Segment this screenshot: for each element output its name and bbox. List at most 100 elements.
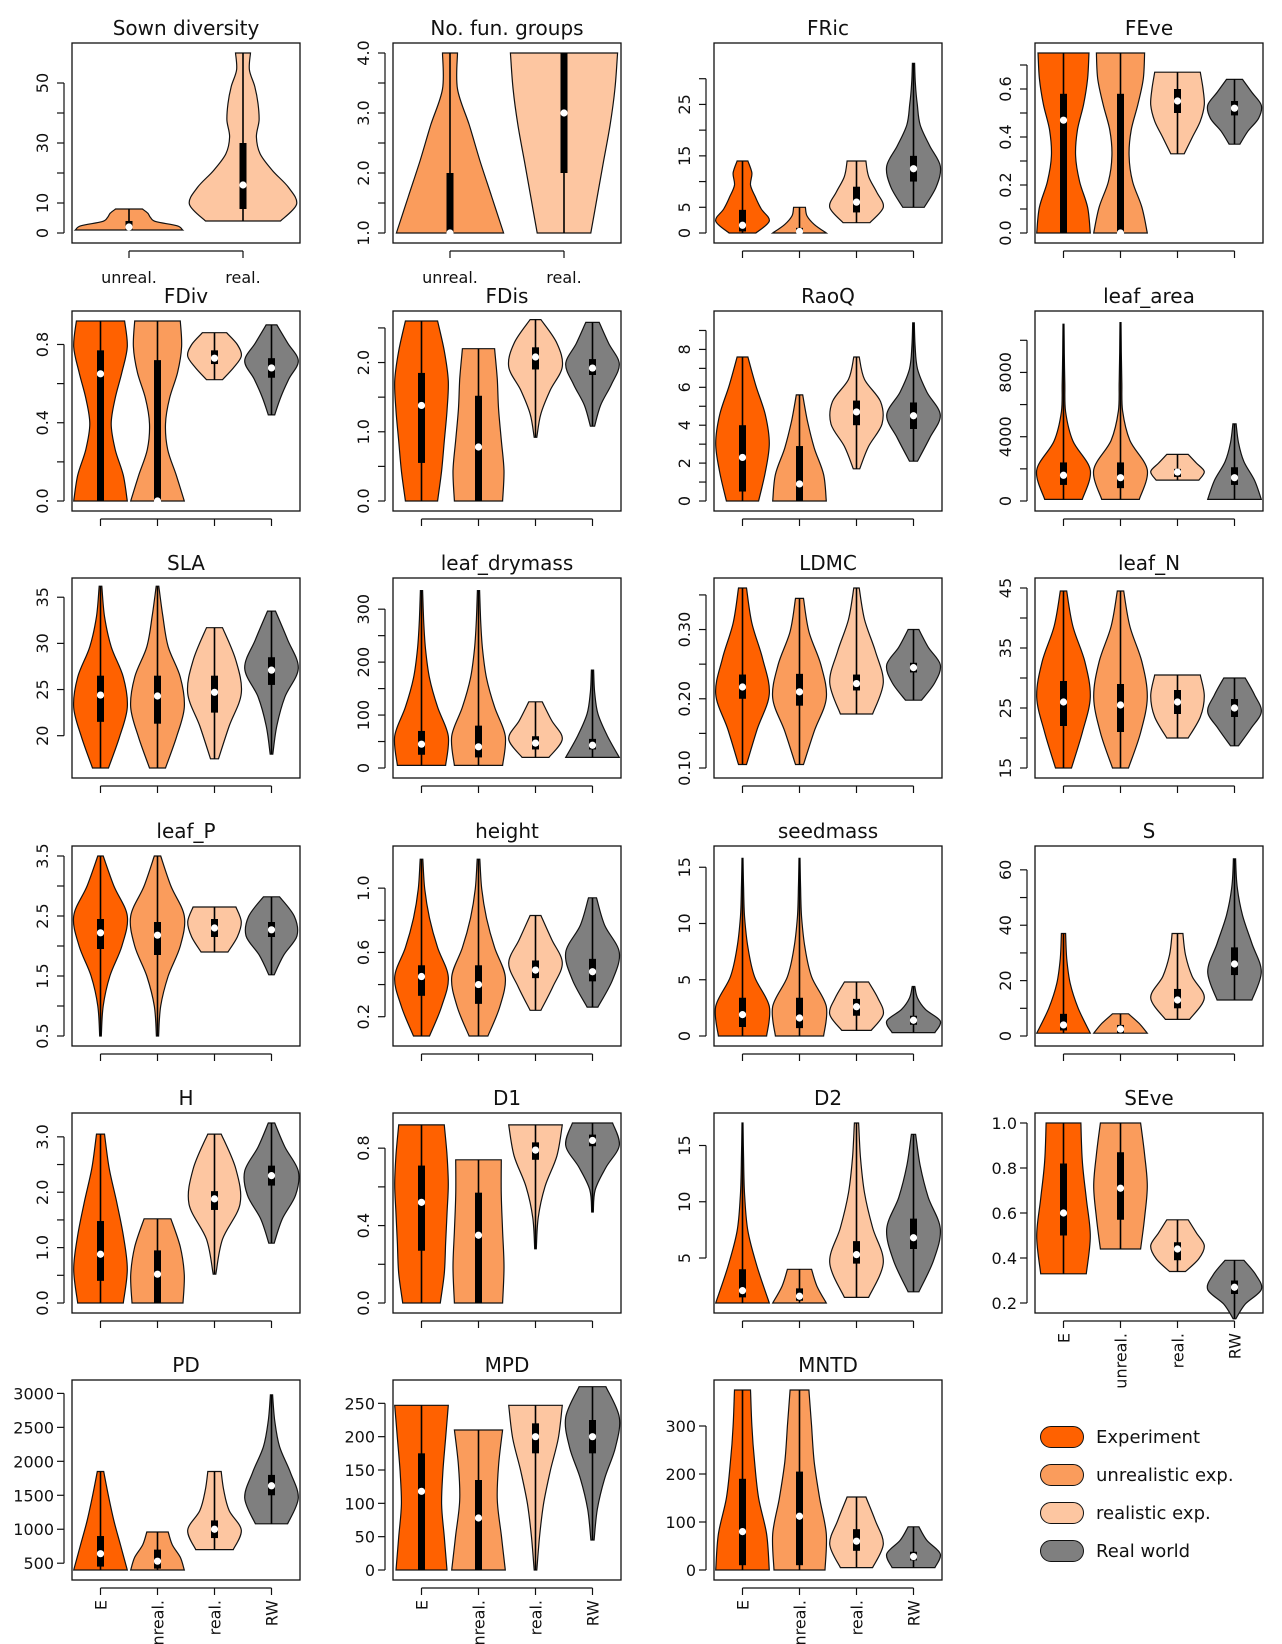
iqr-box — [475, 725, 482, 758]
y-tick-label: 10 — [33, 193, 52, 213]
violin-e — [715, 160, 770, 234]
y-tick-label: 35 — [33, 587, 52, 607]
iqr-box — [796, 446, 803, 501]
panel-title: leaf_area — [1103, 284, 1195, 308]
panel-title: No. fun. groups — [430, 16, 583, 40]
violin-e — [1036, 590, 1091, 769]
y-tick-label: 0 — [686, 1561, 696, 1580]
panel-title: leaf_N — [1118, 551, 1180, 575]
median-point — [125, 223, 133, 231]
median-point — [795, 1512, 804, 1520]
median-point — [1059, 116, 1068, 124]
y-tick-label: 3000 — [13, 1384, 54, 1403]
panel-s: S 0 20 40 60 — [996, 819, 1264, 1061]
legend-swatch-real-world — [1040, 1540, 1084, 1562]
legend-label-unrealistic: unrealistic exp. — [1096, 1464, 1234, 1486]
violin-e — [715, 587, 770, 766]
violin-real — [187, 906, 242, 953]
median-point — [239, 181, 247, 189]
y-tick-label: 20 — [996, 970, 1015, 990]
plot-frame — [713, 1379, 943, 1581]
legend-swatch-unrealistic — [1040, 1464, 1084, 1486]
violin-unreal — [129, 1531, 186, 1571]
y-tick-label: 200 — [354, 647, 373, 678]
median-point — [909, 1016, 918, 1024]
violin-rw — [1206, 1259, 1263, 1320]
y-tick-label: 50 — [33, 73, 52, 93]
y-tick-label: 100 — [354, 700, 373, 731]
panel-h: H 0.0 1.0 2.0 3.0 — [33, 1086, 301, 1328]
median-point — [738, 453, 747, 462]
median-point — [1059, 1209, 1068, 1217]
median-point — [795, 688, 804, 696]
median-point — [909, 412, 918, 420]
y-tick-label: 0.2 — [996, 172, 1015, 197]
y-tick-label: 0.20 — [675, 681, 694, 717]
iqr-box — [910, 1218, 917, 1249]
y-tick-label: 0.0 — [33, 488, 52, 513]
y-tick-label: 15 — [675, 1135, 694, 1155]
violin-unreal — [771, 1268, 828, 1304]
violin-rw — [564, 669, 621, 758]
iqr-box — [154, 675, 161, 724]
panel-title: SLA — [167, 551, 205, 575]
y-tick-label: 0.30 — [675, 612, 694, 648]
y-tick-label: 15 — [675, 857, 694, 877]
violin-e — [1035, 932, 1092, 1034]
median-point — [96, 691, 105, 699]
y-tick-label: 2500 — [13, 1418, 54, 1437]
median-point — [738, 1011, 747, 1019]
panel-leaf-area: leaf_area 0 4000 8000 — [996, 284, 1264, 526]
violin-rw — [886, 322, 941, 462]
legend-swatch-experiment — [1040, 1426, 1084, 1448]
iqr-box — [475, 1192, 482, 1303]
median-point — [1059, 1021, 1068, 1029]
iqr-box — [739, 209, 746, 232]
violin-rw — [1206, 78, 1263, 145]
y-tick-label: 0 — [675, 228, 694, 238]
y-tick-label: 35 — [996, 638, 1015, 658]
panel-title: leaf_P — [156, 819, 215, 843]
median-point — [96, 370, 105, 378]
panel-d2: D2 5 10 15 — [675, 1086, 943, 1328]
median-point — [588, 968, 597, 976]
legend-label-realistic: realistic exp. — [1096, 1502, 1211, 1524]
violin-e — [394, 1124, 449, 1304]
panel-seve: SEve 0.2 0.4 0.6 0.8 1.0 E unreal. real. RW — [992, 1086, 1264, 1389]
median-point — [446, 229, 454, 237]
plot-frame — [1034, 577, 1264, 779]
median-point — [852, 408, 861, 416]
panel-title: seedmass — [778, 819, 878, 843]
violin-unreal — [771, 1389, 828, 1571]
x-tick-label: unreal. — [149, 1600, 168, 1644]
median-point — [531, 966, 540, 974]
panel-title: FDiv — [164, 284, 208, 308]
panel-seedmass: seedmass 0 5 10 15 — [675, 819, 943, 1061]
y-tick-label: 0.0 — [33, 1290, 52, 1315]
plot-frame — [71, 1112, 301, 1314]
plot-frame — [713, 845, 943, 1047]
y-tick-label: 8000 — [996, 352, 1015, 393]
violin-real — [187, 1470, 242, 1551]
panel-pd: PD 500 1000 1500 2000 2500 3000 E unreal. real. RW — [13, 1353, 301, 1644]
plot-frame — [71, 310, 301, 512]
plot-frame — [1034, 310, 1264, 512]
plot-frame — [1034, 42, 1264, 244]
median-point — [474, 743, 483, 751]
median-point — [267, 1172, 276, 1180]
panel-title: height — [475, 819, 539, 843]
violin-real — [508, 1404, 563, 1571]
x-tick-label: real. — [848, 1600, 867, 1635]
violin-real — [829, 356, 884, 470]
median-point — [210, 354, 219, 362]
plot-frame — [1034, 845, 1264, 1047]
x-tick-label: real. — [546, 268, 581, 287]
panel-fdis: FDis 0.0 1.0 2.0 — [354, 284, 622, 526]
plot-frame — [392, 310, 622, 512]
iqr-box — [418, 372, 425, 463]
legend-item-experiment: Experiment — [1040, 1418, 1280, 1456]
median-point — [417, 740, 426, 748]
violin-rw — [1207, 858, 1262, 1001]
x-tick-label: real. — [225, 268, 260, 287]
plot-frame — [392, 1379, 622, 1581]
